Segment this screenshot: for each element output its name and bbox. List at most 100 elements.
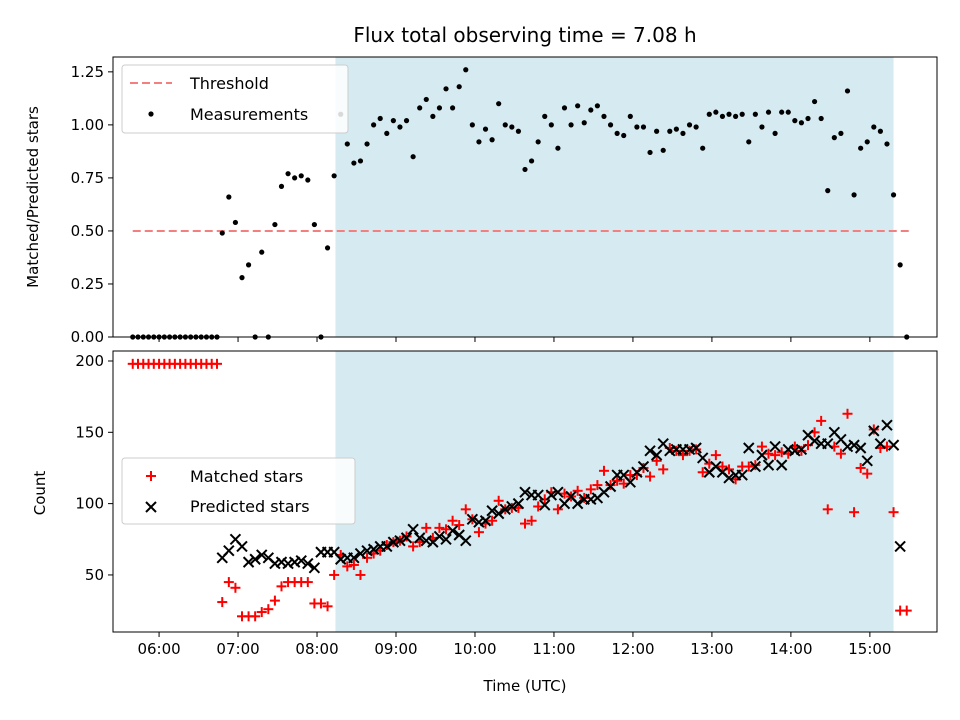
matched-stars-point bbox=[750, 460, 761, 471]
measurements-point bbox=[535, 139, 541, 145]
measurements-point bbox=[739, 111, 745, 117]
measurements-point bbox=[713, 109, 719, 115]
measurements-point bbox=[746, 139, 752, 145]
predicted-stars-point bbox=[743, 442, 755, 454]
threshold-legend-label: Threshold bbox=[189, 74, 269, 93]
predicted-stars-point bbox=[223, 544, 235, 557]
measurements-point bbox=[410, 154, 416, 160]
measurements-point bbox=[693, 124, 699, 130]
matched-stars-point bbox=[658, 464, 669, 475]
matched-stars-legend-label: Matched stars bbox=[190, 467, 303, 486]
matched-stars-point bbox=[322, 601, 333, 612]
predicted-stars-point bbox=[736, 469, 748, 481]
predicted-stars-point bbox=[696, 452, 709, 464]
matched-stars-point bbox=[441, 524, 452, 535]
measurements-point bbox=[548, 122, 554, 128]
matched-stars-point bbox=[355, 569, 366, 580]
matched-stars-point bbox=[460, 504, 471, 515]
predicted-stars-point bbox=[249, 553, 261, 565]
matched-stars-point bbox=[533, 501, 544, 512]
predicted-stars-point bbox=[650, 449, 663, 461]
predicted-stars-point bbox=[881, 419, 893, 431]
measurements-point bbox=[436, 105, 443, 111]
predicted-stars-point bbox=[690, 442, 702, 454]
predicted-stars-point bbox=[808, 435, 821, 447]
measurements-point bbox=[601, 113, 607, 119]
chart-title: Flux total observing time = 7.08 h bbox=[353, 23, 696, 47]
bottom-x-tick-label: 08:00 bbox=[295, 640, 338, 658]
measurements-point bbox=[377, 115, 383, 122]
measurements-point bbox=[568, 122, 574, 128]
measurements-point bbox=[476, 139, 482, 145]
matched-stars-point bbox=[269, 595, 280, 606]
measurements-point bbox=[390, 118, 396, 124]
matched-stars-point bbox=[756, 441, 767, 452]
matched-stars-point bbox=[329, 569, 340, 580]
top-y-tick-label: 0.50 bbox=[71, 222, 104, 240]
matched-stars-point bbox=[302, 577, 313, 588]
matched-stars-point bbox=[770, 450, 781, 461]
x-axis-label: Time (UTC) bbox=[483, 677, 567, 695]
matched-stars-point bbox=[816, 415, 827, 426]
measurements-point bbox=[443, 86, 449, 92]
matched-stars-point bbox=[743, 461, 754, 472]
predicted-stars-point bbox=[749, 460, 762, 473]
bottom-legend: Matched stars Predicted stars bbox=[121, 457, 356, 525]
top-y-axis-label: Matched/Predicted stars bbox=[24, 106, 42, 288]
measurements-point bbox=[647, 149, 653, 156]
measurements-point bbox=[298, 173, 304, 179]
measurements-point bbox=[706, 111, 712, 117]
predicted-stars-point bbox=[295, 554, 307, 567]
predicted-stars-point bbox=[795, 443, 808, 456]
measurements-point bbox=[311, 221, 317, 228]
predicted-stars-point bbox=[394, 535, 406, 547]
measurements-point bbox=[542, 113, 548, 119]
measurements-point bbox=[232, 219, 239, 226]
bottom-axes-frame bbox=[112, 350, 938, 633]
measurements-point bbox=[871, 124, 877, 130]
measurements-point bbox=[877, 128, 883, 134]
measurements-point bbox=[509, 124, 515, 130]
measurements-point bbox=[772, 130, 778, 136]
measurements-point bbox=[219, 230, 225, 236]
matched-stars-point bbox=[592, 480, 603, 491]
matched-stars-point bbox=[822, 504, 833, 515]
matched-stars-point bbox=[677, 450, 688, 461]
predicted-stars-point bbox=[822, 438, 834, 450]
measurements-point bbox=[463, 67, 469, 73]
predicted-stars-point bbox=[440, 533, 452, 545]
measurements-point bbox=[779, 109, 785, 115]
matched-stars-point bbox=[710, 450, 721, 461]
predicted-stars-point bbox=[552, 486, 564, 498]
measurements-point bbox=[700, 145, 706, 151]
matched-stars-point bbox=[348, 559, 359, 570]
measurements-point bbox=[456, 84, 462, 90]
predicted-stars-point bbox=[381, 540, 393, 553]
predicted-stars-point bbox=[479, 515, 492, 527]
measurements-point bbox=[489, 137, 495, 143]
measurements-point bbox=[627, 113, 633, 119]
bottom-x-tick-label: 06:00 bbox=[137, 640, 180, 658]
measurements-point bbox=[581, 120, 587, 126]
measurements-point bbox=[555, 145, 561, 151]
measurements-point bbox=[765, 109, 772, 115]
measurements-point bbox=[522, 166, 528, 173]
matched-stars-point bbox=[691, 444, 702, 455]
measurements-point bbox=[818, 115, 824, 122]
matched-stars-point bbox=[217, 597, 228, 608]
measurements-point bbox=[285, 171, 291, 177]
matched-stars-point bbox=[552, 504, 563, 515]
predicted-stars-point bbox=[762, 459, 775, 471]
measurements-point bbox=[640, 124, 647, 130]
measurements-point bbox=[245, 262, 252, 268]
measurements-point bbox=[417, 105, 423, 111]
predicted-stars-point bbox=[861, 455, 873, 467]
matched-stars-point bbox=[901, 605, 912, 616]
measurements-point bbox=[621, 132, 627, 139]
predicted-stars-point bbox=[519, 486, 531, 498]
measurements-point bbox=[844, 88, 851, 94]
measurements-legend-swatch bbox=[148, 111, 154, 117]
matched-stars-point bbox=[645, 471, 656, 482]
predicted-stars-point bbox=[571, 497, 584, 510]
measurements-point bbox=[482, 126, 489, 132]
